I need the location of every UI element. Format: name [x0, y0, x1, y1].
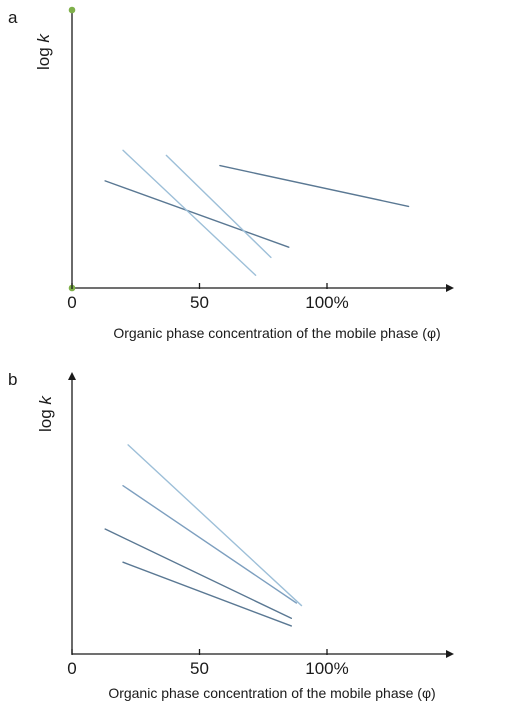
panel-a-y-axis-label: log k: [34, 33, 53, 70]
panel-a-series-line-1: [122, 149, 257, 276]
panel-a-y-axis-label-var: k: [34, 33, 53, 43]
panel-b-x-tick-label-1: 50: [190, 659, 209, 678]
panel-b-y-axis-label: log k: [36, 395, 55, 432]
panel-b-series-line-0: [127, 444, 303, 607]
panel-a: a 0 50 100% log k Organic phase concentrat…: [8, 6, 454, 341]
panel-a-letter: a: [8, 8, 18, 27]
panel-b-series-line-3: [122, 561, 292, 627]
panel-a-x-tick-label-1: 50: [190, 293, 209, 312]
panel-a-series-line-0: [104, 180, 290, 248]
panel-b-x-axis-label: Organic phase concentration of the mobil…: [108, 685, 435, 701]
panel-b-x-tick-label-2: 100%: [305, 659, 348, 678]
panel-b-series-line-2: [104, 528, 292, 619]
panel-a-x-ticks: 0 50 100%: [67, 283, 349, 312]
panel-a-x-tick-label-0: 0: [67, 293, 76, 312]
panel-b-y-axis-label-var: k: [36, 395, 55, 405]
panel-b: b 0 50 100% log k Organic phase concentrat…: [8, 370, 454, 701]
panel-b-series: [104, 444, 303, 627]
panel-b-y-axis-label-prefix: log: [36, 405, 55, 432]
panel-a-y-axis-label-prefix: log: [34, 43, 53, 70]
panel-a-x-axis-label: Organic phase concentration of the mobil…: [113, 325, 440, 341]
panel-a-series: [104, 149, 410, 276]
panel-a-axis-marker-top: [68, 6, 76, 14]
panel-b-x-ticks: 0 50 100%: [67, 649, 349, 678]
panel-a-series-line-2: [165, 154, 272, 259]
panel-a-x-tick-label-2: 100%: [305, 293, 348, 312]
panel-b-x-tick-label-0: 0: [67, 659, 76, 678]
panel-b-series-line-1: [122, 485, 298, 604]
panel-a-series-line-3: [219, 164, 410, 208]
panel-b-letter: b: [8, 370, 17, 389]
